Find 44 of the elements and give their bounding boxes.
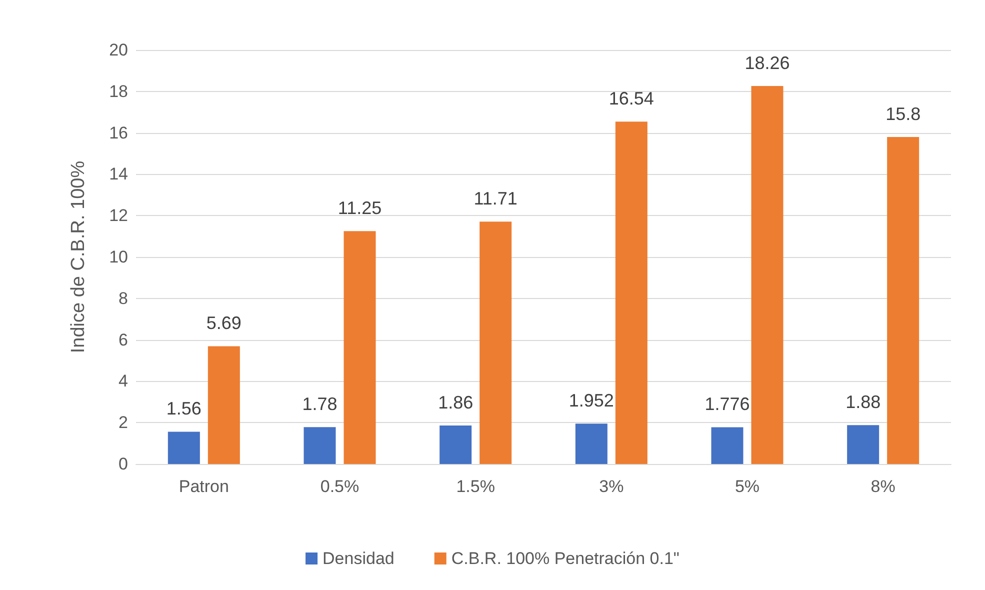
legend-label: C.B.R. 100% Penetración 0.1" [451,549,680,568]
bar [711,427,744,464]
data-label: 1.86 [438,392,474,412]
data-label: 18.26 [744,53,790,74]
data-label: 1.78 [302,394,338,414]
y-tick-label: 8 [118,288,128,308]
y-tick-label: 4 [118,372,128,391]
bar [751,86,784,464]
x-tick-label: 3% [599,477,624,496]
y-tick-label: 2 [118,413,128,432]
x-tick-label: Patron [178,477,229,496]
data-label: 1.952 [568,390,614,411]
y-tick-label: 14 [109,164,128,184]
bar [440,426,472,464]
data-label: 16.54 [608,88,654,109]
data-label: 11.71 [474,188,518,209]
data-label: 1.88 [846,392,881,412]
data-label: 1.56 [166,398,202,419]
data-label: 11.25 [338,198,382,218]
legend-label: Densidad [322,549,394,568]
x-tick-label: 0.5% [320,477,360,496]
bar [304,427,336,464]
y-tick-label: 18 [109,82,128,101]
x-tick-label: 5% [734,477,760,496]
data-label: 5.69 [206,313,242,334]
y-tick-label: 16 [109,123,128,142]
y-tick-label: 10 [109,248,128,266]
bar [168,432,200,464]
x-tick-label: 1.5% [456,477,495,496]
x-tick-label: 8% [870,477,896,496]
bar [344,231,376,464]
bar [847,425,880,464]
y-tick-label: 12 [109,206,128,226]
bar [887,136,920,464]
y-tick-label: 20 [109,40,128,60]
bar [615,122,648,464]
data-label: 15.8 [886,104,921,124]
y-tick-label: 6 [118,330,128,350]
bar [208,346,240,464]
data-label: 1.776 [704,394,750,414]
y-axis-title: Indice de C.B.R. 100% [68,160,89,354]
y-tick-label: 0 [118,454,128,474]
bar [480,222,512,464]
bar [575,424,608,464]
